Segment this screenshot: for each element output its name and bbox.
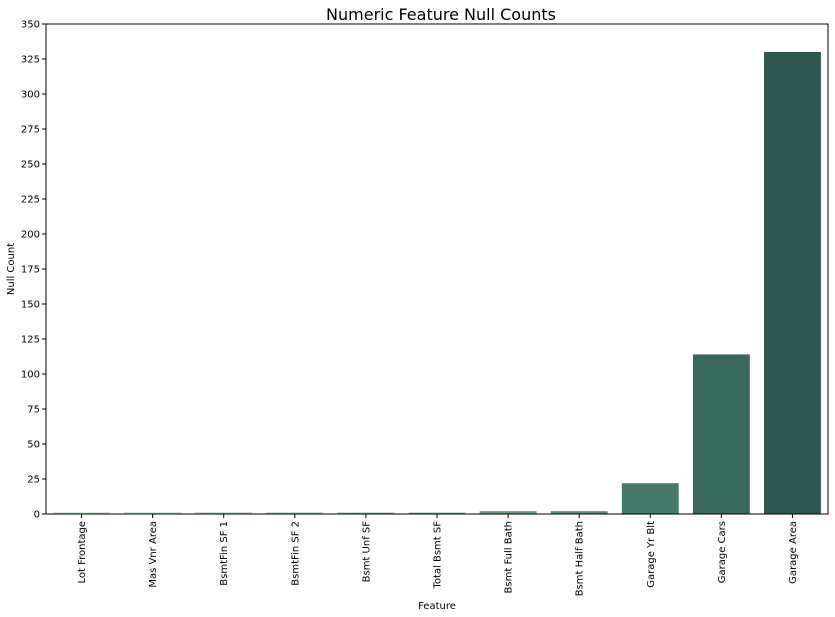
y-axis: 0 25 50 75 100 125 150 175 200 225 250 275 300 325 350 — [21, 20, 46, 521]
y-tick-label: 50 — [27, 440, 40, 451]
x-tick-label: Mas Vnr Area — [148, 521, 159, 588]
bar — [124, 512, 182, 514]
plot-frame — [45, 23, 829, 515]
y-tick-label: 225 — [21, 195, 40, 206]
x-axis-label: Feature — [418, 601, 456, 612]
bar — [266, 512, 324, 514]
x-tick-label: Bsmt Half Bath — [575, 521, 586, 596]
chart-title: Numeric Feature Null Counts — [326, 5, 556, 24]
x-tick-label: Garage Area — [788, 521, 799, 584]
y-tick-label: 100 — [21, 370, 40, 381]
bars-group — [53, 52, 821, 514]
x-tick-label: Bsmt Unf SF — [361, 521, 372, 583]
x-tick-label: Garage Yr Blt — [646, 521, 657, 588]
y-tick-label: 125 — [21, 335, 40, 346]
bar — [479, 511, 537, 514]
y-tick-label: 75 — [27, 405, 40, 416]
x-tick-label: Total Bsmt SF — [433, 521, 444, 590]
x-axis: Lot Frontage Mas Vnr Area BsmtFin SF 1 Bsmt… — [77, 514, 799, 596]
y-tick-label: 0 — [34, 510, 40, 521]
y-tick-label: 150 — [21, 300, 40, 311]
x-tick-label: Lot Frontage — [77, 521, 88, 584]
x-tick-label: Garage Cars — [717, 521, 728, 583]
y-tick-label: 350 — [21, 20, 40, 31]
bar — [53, 512, 110, 514]
x-tick-label: BsmtFin SF 2 — [290, 521, 301, 586]
y-tick-label: 25 — [27, 475, 40, 486]
bar — [337, 512, 395, 514]
y-tick-label: 275 — [21, 125, 40, 136]
y-tick-label: 325 — [21, 55, 40, 66]
y-tick-label: 175 — [21, 265, 40, 276]
bar — [195, 512, 253, 514]
x-tick-label: BsmtFin SF 1 — [219, 521, 230, 586]
y-tick-label: 300 — [21, 90, 40, 101]
y-axis-label: Null Count — [6, 243, 17, 295]
x-tick-label: Bsmt Full Bath — [504, 521, 515, 593]
bar — [408, 512, 466, 514]
bar — [764, 52, 821, 514]
y-tick-label: 200 — [21, 230, 40, 241]
y-tick-label: 250 — [21, 160, 40, 171]
bar — [692, 354, 750, 514]
bar — [550, 511, 608, 514]
bar — [621, 483, 679, 514]
